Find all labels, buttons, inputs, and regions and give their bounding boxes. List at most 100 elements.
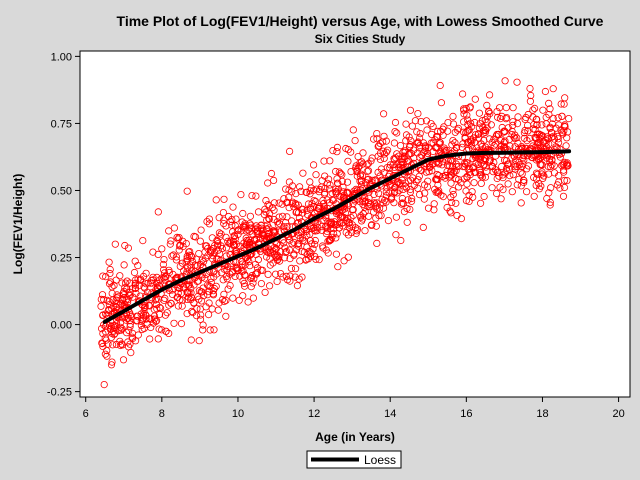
scatter-point [429, 122, 437, 131]
scatter-point [290, 238, 298, 246]
scatter-point [287, 264, 295, 272]
scatter-point [290, 251, 298, 259]
scatter-point [299, 169, 307, 177]
scatter-point [387, 194, 396, 202]
scatter-point [302, 188, 310, 196]
scatter-point [265, 282, 274, 290]
scatter-point [247, 224, 255, 232]
scatter-point [249, 294, 257, 302]
scatter-point [350, 187, 358, 195]
scatter-point [183, 255, 191, 263]
scatter-point [294, 242, 302, 250]
scatter-point [447, 167, 455, 175]
scatter-point [269, 176, 278, 184]
scatter-point [311, 197, 320, 206]
scatter-point [224, 285, 232, 293]
scatter-point [282, 272, 290, 280]
scatter-point [266, 261, 274, 269]
scatter-point [118, 296, 127, 304]
scatter-point [483, 167, 491, 175]
scatter-point [536, 134, 544, 142]
scatter-point [283, 198, 291, 206]
x-tick-label: 20 [612, 408, 624, 420]
scatter-point [208, 234, 216, 242]
scatter-point [543, 154, 551, 162]
scatter-point [253, 270, 261, 278]
x-tick-label: 18 [536, 408, 548, 420]
scatter-point [220, 216, 228, 224]
chart-subtitle: Six Cities Study [315, 32, 406, 46]
scatter-point [328, 189, 336, 197]
scatter-point [271, 270, 280, 278]
scatter-point [247, 274, 255, 283]
scatter-point [513, 181, 521, 189]
scatter-point [333, 143, 341, 151]
scatter-point [112, 276, 120, 284]
scatter-point [357, 181, 366, 189]
scatter-point [209, 268, 217, 276]
scatter-point [392, 231, 400, 239]
scatter-point [449, 112, 457, 121]
scatter-point [444, 119, 452, 127]
x-tick-label: 12 [308, 408, 320, 420]
scatter-point [102, 273, 110, 281]
scatter-point [471, 131, 480, 139]
scatter-point [187, 289, 195, 297]
scatter-point [279, 273, 287, 281]
scatter-point [396, 163, 404, 171]
scatter-point [333, 175, 341, 183]
scatter-point [158, 245, 166, 253]
loess-curve [102, 149, 572, 324]
scatter-point [479, 161, 487, 169]
scatter-point [422, 117, 431, 125]
scatter-point [407, 149, 415, 157]
scatter-point [168, 252, 176, 260]
scatter-point [286, 272, 294, 280]
scatter-point [142, 280, 150, 288]
scatter-point [226, 281, 234, 290]
scatter-point [547, 184, 555, 192]
scatter-point [469, 164, 477, 172]
scatter-point [465, 126, 473, 134]
scatter-point [364, 160, 372, 168]
scatter-point [248, 192, 256, 200]
scatter-point [121, 279, 130, 287]
scatter-point [265, 214, 273, 222]
scatter-point [411, 117, 419, 125]
scatter-point [278, 212, 287, 220]
scatter-point [124, 338, 132, 346]
scatter-point [265, 229, 273, 237]
scatter-point [549, 132, 558, 140]
scatter-point [533, 121, 541, 129]
scatter-point [357, 213, 365, 222]
scatter-point [374, 189, 383, 197]
scatter-point [103, 352, 111, 360]
scatter-point [515, 158, 523, 166]
scatter-point [458, 90, 467, 98]
scatter-point [196, 315, 205, 323]
scatter-point [229, 203, 237, 211]
scatter-point [416, 153, 424, 161]
scatter-point [509, 118, 517, 126]
scatter-point [335, 168, 343, 176]
scatter-point [187, 336, 195, 344]
scatter-point [361, 194, 369, 202]
scatter-point [560, 183, 569, 192]
scatter-point [162, 273, 170, 281]
scatter-point [165, 227, 173, 235]
scatter-point [121, 284, 129, 292]
scatter-point [290, 203, 298, 211]
scatter-point [160, 269, 169, 277]
scatter-point [175, 242, 184, 250]
scatter-point [117, 300, 125, 308]
scatter-point [476, 171, 485, 179]
scatter-point [501, 169, 509, 177]
scatter-point [108, 358, 116, 366]
scatter-point [393, 189, 401, 197]
scatter-point [475, 130, 483, 138]
scatter-point [150, 315, 158, 323]
scatter-point [265, 202, 273, 210]
scatter-point [183, 187, 191, 195]
scatter-point [372, 214, 380, 222]
scatter-point [517, 199, 525, 207]
